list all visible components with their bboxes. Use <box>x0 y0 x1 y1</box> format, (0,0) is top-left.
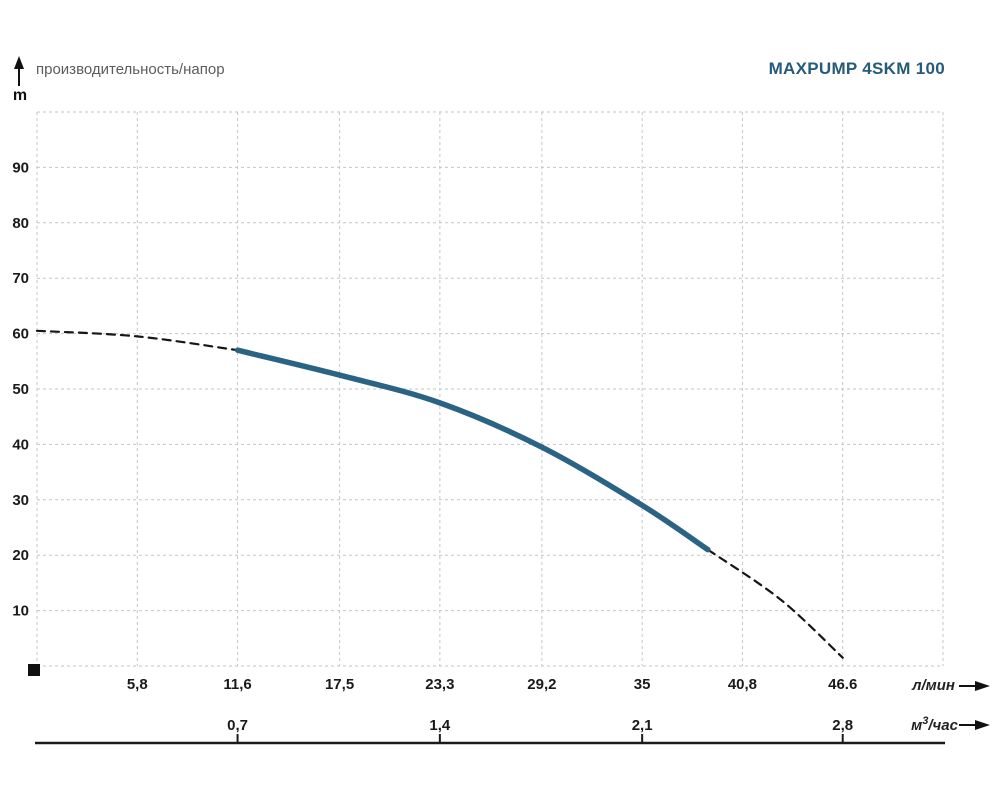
x-axis-unit-lmin-text: л/мин <box>912 677 955 694</box>
x-tick-label-m3h: 1,4 <box>429 717 451 734</box>
x-tick-label-m3h: 2,1 <box>632 717 653 734</box>
x-tick-label-lmin: 17,5 <box>325 676 354 693</box>
right-arrow-icon <box>959 720 990 730</box>
y-tick-label: 20 <box>12 547 29 564</box>
origin-square-marker <box>28 664 40 676</box>
x-tick-label-lmin: 46.6 <box>828 676 857 693</box>
y-tick-label: 90 <box>12 159 29 176</box>
chart-title: MAXPUMP 4SKM 100 <box>768 59 945 78</box>
y-tick-label: 60 <box>12 326 29 343</box>
up-arrow-icon <box>14 56 24 86</box>
y-tick-label: 50 <box>12 381 29 398</box>
m3h-suffix: /час <box>928 717 958 734</box>
m3h-sup: 3 <box>922 715 929 727</box>
x-tick-label-lmin: 5,8 <box>127 676 148 693</box>
m3h-prefix: м <box>911 717 923 734</box>
right-arrow-icon <box>959 681 990 691</box>
x-tick-label-lmin: 40,8 <box>728 676 757 693</box>
y-axis-unit: m <box>12 87 28 104</box>
x-tick-label-m3h: 2,8 <box>832 717 853 734</box>
y-tick-label: 80 <box>12 215 29 232</box>
chart-caption: производительность/напор <box>36 61 225 78</box>
x-tick-label-lmin: 35 <box>634 676 651 693</box>
x-tick-label-lmin: 11,6 <box>223 676 251 693</box>
y-tick-label: 70 <box>12 270 29 287</box>
pump-curve-extrapolation-left <box>35 329 239 352</box>
y-tick-label: 30 <box>12 492 29 509</box>
x-tick-label-lmin: 23,3 <box>425 676 454 693</box>
x-axis-unit-lmin: л/мин <box>850 677 955 694</box>
x-tick-label-m3h: 0,7 <box>227 717 248 734</box>
pump-curve-extrapolation-right <box>706 548 844 659</box>
x-tick-label-lmin: 29,2 <box>527 676 556 693</box>
pump-curve-operating-range <box>234 347 711 553</box>
y-tick-label: 10 <box>12 603 29 620</box>
y-tick-label: 40 <box>12 436 29 453</box>
x-axis-unit-m3h: м3/час <box>850 715 958 734</box>
